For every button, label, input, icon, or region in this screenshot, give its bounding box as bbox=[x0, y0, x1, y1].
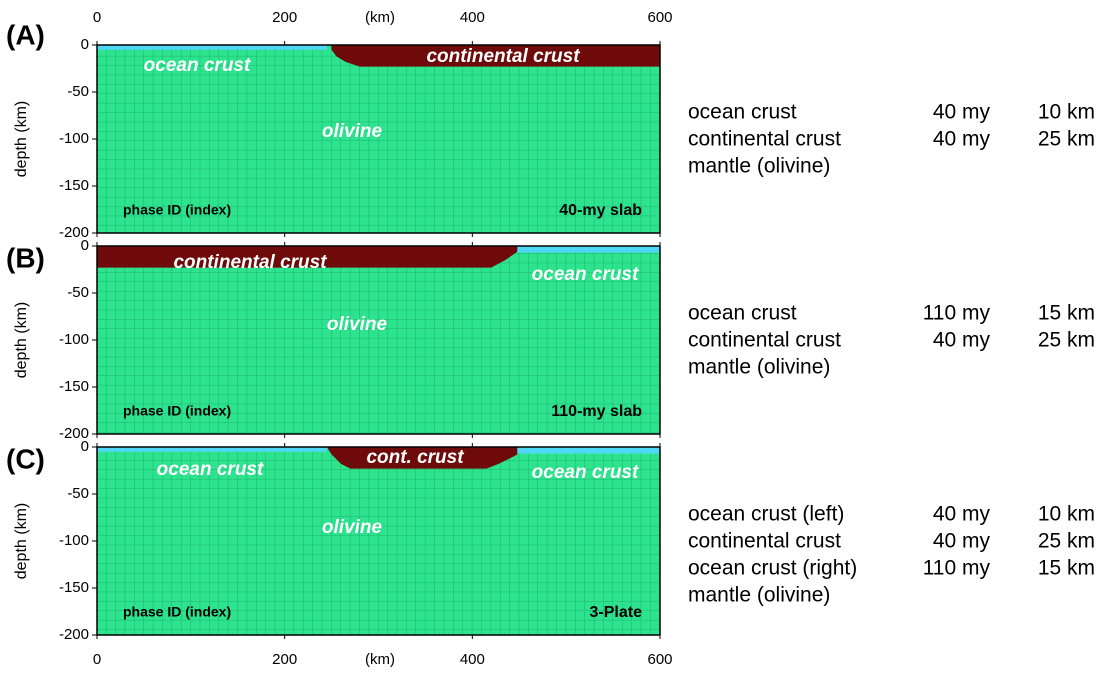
note-text: 40 my bbox=[933, 329, 991, 352]
phase-region bbox=[517, 447, 660, 454]
note-text: 15 km bbox=[1038, 302, 1095, 325]
x-axis-label: (km) bbox=[365, 651, 395, 668]
note-text: 40 my bbox=[933, 128, 991, 151]
region-label: olivine bbox=[327, 314, 388, 335]
panel-label: (C) bbox=[6, 443, 45, 474]
note-text: mantle (olivine) bbox=[688, 155, 830, 178]
x-tick-label: 600 bbox=[647, 651, 672, 668]
note-text: continental crust bbox=[688, 329, 841, 352]
region-label: ocean crust bbox=[532, 462, 639, 483]
x-tick-label: 400 bbox=[460, 651, 485, 668]
region-label: ocean crust bbox=[144, 55, 251, 76]
y-tick-label: -100 bbox=[59, 331, 89, 348]
caption: phase ID (index) bbox=[123, 604, 231, 620]
y-tick-label: -150 bbox=[59, 177, 89, 194]
note-text: mantle (olivine) bbox=[688, 356, 830, 379]
note-text: 25 km bbox=[1038, 530, 1095, 553]
x-tick-label: 400 bbox=[460, 9, 485, 26]
note-text: 10 km bbox=[1038, 503, 1095, 526]
note-text: mantle (olivine) bbox=[688, 584, 830, 607]
region-label: continental crust bbox=[173, 252, 327, 273]
note-text: 110 my bbox=[923, 302, 991, 325]
note-text: 25 km bbox=[1038, 128, 1095, 151]
note-text: 10 km bbox=[1038, 101, 1095, 124]
region-label: olivine bbox=[322, 121, 383, 142]
note-text: ocean crust (left) bbox=[688, 503, 844, 526]
x-tick-label: 200 bbox=[272, 651, 297, 668]
y-tick-label: -150 bbox=[59, 378, 89, 395]
y-axis-label: depth (km) bbox=[13, 503, 30, 579]
note-text: ocean crust bbox=[688, 101, 797, 124]
y-tick-label: -100 bbox=[59, 130, 89, 147]
y-axis-label: depth (km) bbox=[13, 302, 30, 378]
region-label: ocean crust bbox=[157, 459, 264, 480]
figure: olivine ocean crust continental crust 0 -50 -… bbox=[0, 0, 1110, 673]
note-text: 40 my bbox=[933, 503, 991, 526]
phase-region bbox=[517, 246, 660, 253]
region-label: continental crust bbox=[426, 46, 580, 67]
panel-tag: 110-my slab bbox=[551, 403, 642, 420]
panel-tag: 40-my slab bbox=[559, 202, 642, 219]
panel-label: (B) bbox=[6, 242, 45, 273]
y-tick-label: -50 bbox=[67, 83, 89, 100]
y-tick-label: -100 bbox=[59, 532, 89, 549]
note-text: continental crust bbox=[688, 128, 841, 151]
y-tick-label: -150 bbox=[59, 579, 89, 596]
y-tick-label: -50 bbox=[67, 485, 89, 502]
x-tick-label: 0 bbox=[93, 9, 101, 26]
y-tick-label: 0 bbox=[81, 438, 89, 455]
note-text: 25 km bbox=[1038, 329, 1095, 352]
y-tick-label: 0 bbox=[81, 36, 89, 53]
note-text: 15 km bbox=[1038, 557, 1095, 580]
region-label: olivine bbox=[322, 517, 383, 538]
note-text: ocean crust (right) bbox=[688, 557, 857, 580]
y-tick-label: -200 bbox=[59, 626, 89, 643]
note-text: 40 my bbox=[933, 530, 991, 553]
x-tick-label: 200 bbox=[272, 9, 297, 26]
panel-tag: 3-Plate bbox=[590, 604, 643, 621]
x-axis-label: (km) bbox=[365, 9, 395, 26]
panel-label: (A) bbox=[6, 19, 45, 50]
note-text: 40 my bbox=[933, 101, 991, 124]
x-tick-label: 600 bbox=[647, 9, 672, 26]
y-tick-label: -50 bbox=[67, 284, 89, 301]
region-label: ocean crust bbox=[532, 264, 639, 285]
y-axis-label: depth (km) bbox=[13, 101, 30, 177]
caption: phase ID (index) bbox=[123, 403, 231, 419]
region-label: cont. crust bbox=[366, 447, 464, 468]
note-text: 110 my bbox=[923, 557, 991, 580]
y-tick-label: 0 bbox=[81, 237, 89, 254]
x-tick-label: 0 bbox=[93, 651, 101, 668]
note-text: continental crust bbox=[688, 530, 841, 553]
caption: phase ID (index) bbox=[123, 202, 231, 218]
note-text: ocean crust bbox=[688, 302, 797, 325]
